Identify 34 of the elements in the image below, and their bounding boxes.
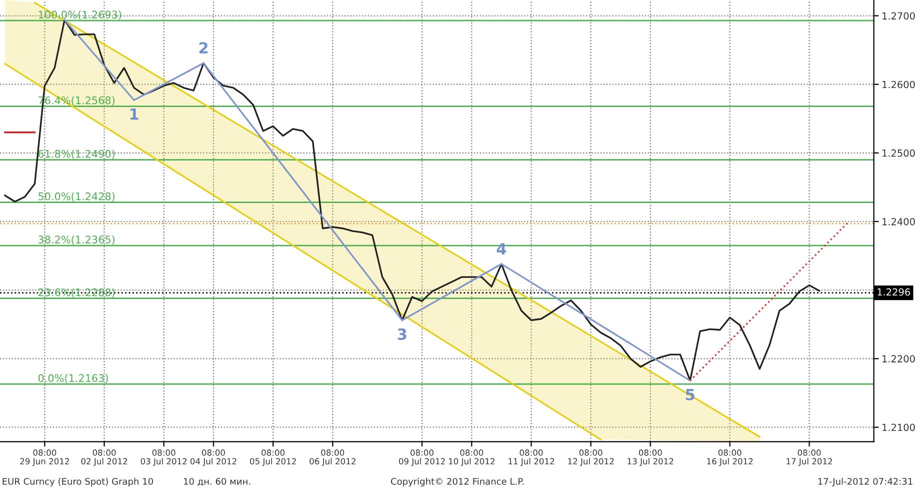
ref-line-label: 50.0%(1.2428): [38, 192, 115, 202]
x-tick-label: 08:00 29 Jun 2012: [20, 449, 69, 466]
x-tick-label: 08:00 13 Jul 2012: [628, 449, 674, 466]
text: EUR Curncy (Euro Spot) Graph 10: [2, 478, 153, 487]
x-tick-label: 08:00 11 Jul 2012: [508, 449, 554, 466]
ref-line-label: 23.6%(1.2288): [38, 288, 115, 298]
x-tick-label: 08:00 16 Jul 2012: [707, 449, 753, 466]
x-tick-label: 08:00 17 Jul 2012: [786, 449, 832, 466]
y-tick-label: 1.2200: [882, 355, 915, 362]
x-tick-label: 08:00 04 Jul 2012: [190, 449, 236, 466]
x-tick-label: 08:00 03 Jul 2012: [140, 449, 187, 466]
annotation: 4: [496, 243, 506, 254]
text: 17-Jul-2012 07:42:31: [818, 478, 912, 486]
y-tick-label: 1.2100: [882, 424, 915, 432]
line-series: [4, 19, 820, 382]
x-tick-label: 08:00 02 Jul 2012: [81, 449, 128, 466]
ref-line-label: 1.2296: [878, 288, 910, 296]
text: Copyright© 2012 Finance L.P.: [390, 478, 524, 487]
x-tick-label: 08:00 05 Jul 2012: [250, 449, 296, 466]
text: 10 дн. 60 мин.: [184, 478, 250, 486]
x-tick-label: 08:00 09 Jul 2012: [398, 449, 445, 466]
y-tick-label: 1.2500: [882, 149, 915, 157]
ref-line-label: 61.8%(1.2490): [38, 150, 115, 159]
x-tick-label: 08:00 10 Jul 2012: [449, 449, 494, 466]
ref-line-label: 0.0%(1.2163): [38, 374, 108, 384]
x-tick-label: 08:00 12 Jul 2012: [568, 449, 614, 466]
annotation: 3: [398, 328, 406, 340]
y-tick-label: 1.2700: [882, 12, 915, 20]
y-tick-label: 1.2600: [882, 80, 915, 88]
y-tick-label: 1.2400: [882, 218, 915, 226]
annotation: 1: [130, 108, 138, 120]
x-tick-label: 08:00 06 Jul 2012: [310, 449, 356, 466]
ref-line-label: 38.2%(1.2365): [38, 235, 115, 245]
annotation: 2: [199, 42, 208, 54]
